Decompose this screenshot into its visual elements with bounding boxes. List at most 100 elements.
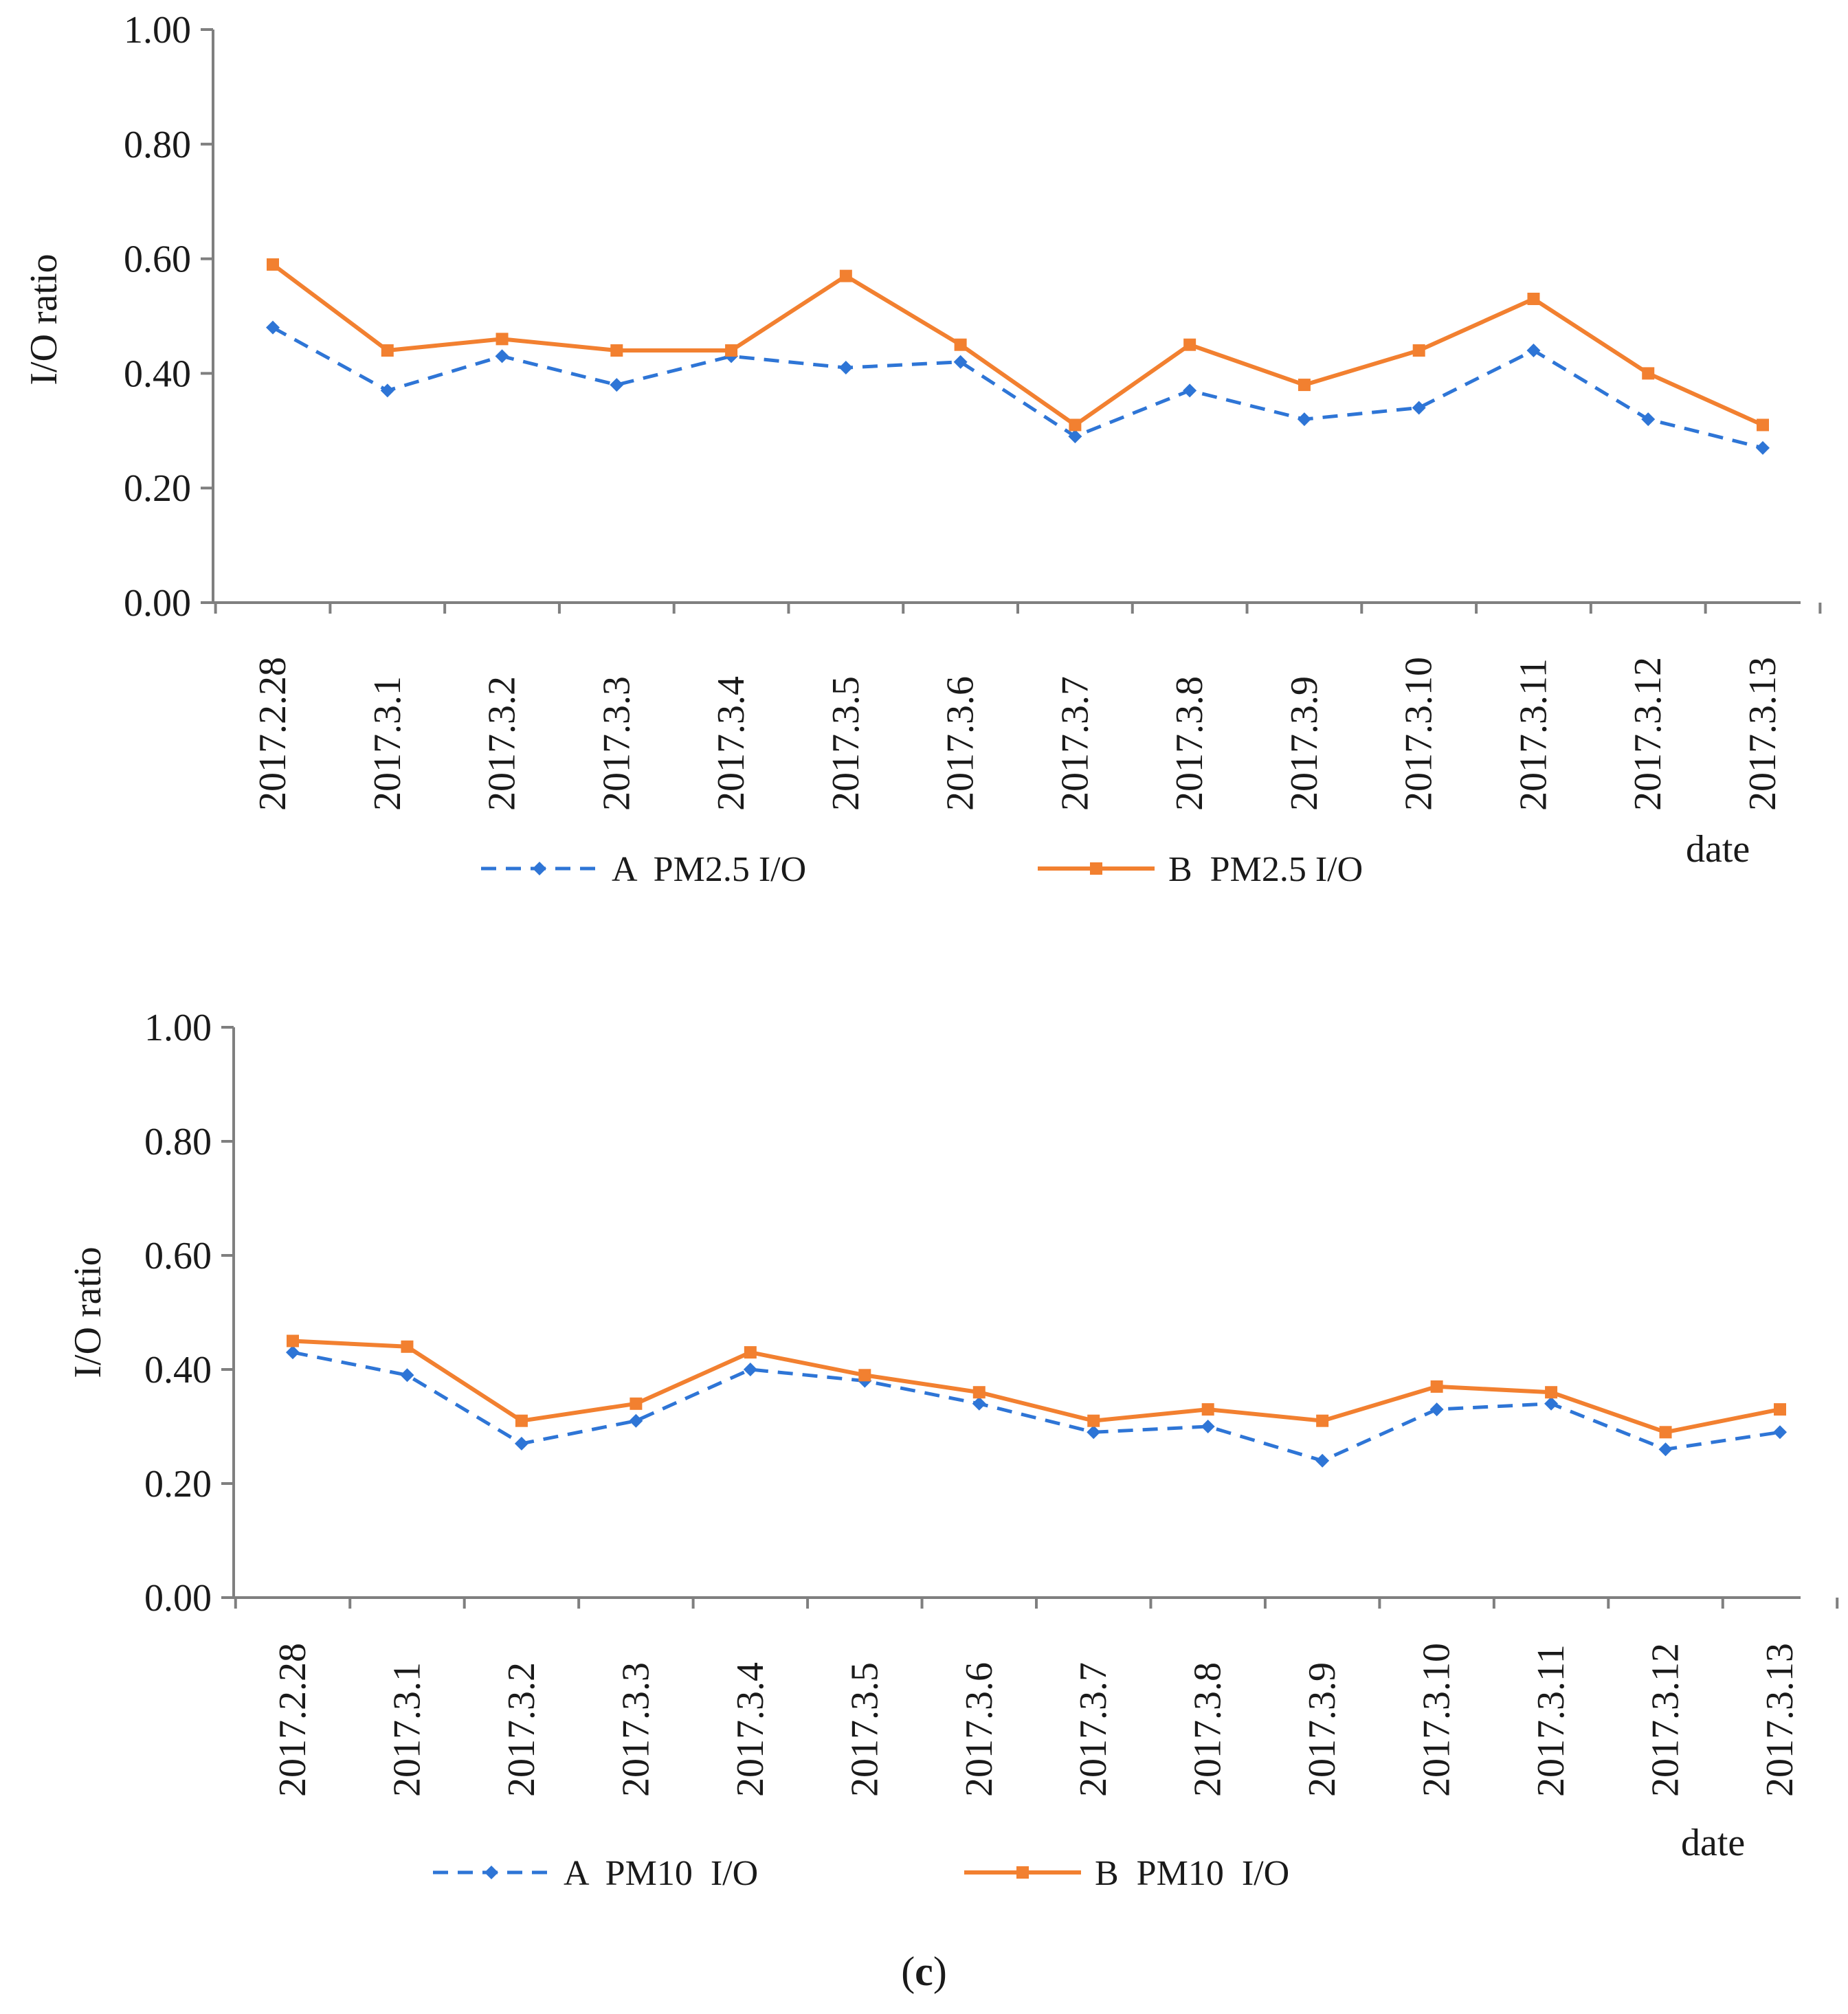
chart1-y-tick-label: 0.00 [124, 582, 191, 625]
chart1-series-a-point [610, 378, 624, 392]
chart1-x-tick-label: 2017.3.10 [1398, 657, 1440, 811]
chart1-series-b-point [610, 344, 623, 357]
chart1-series-b-point [267, 258, 279, 271]
chart2-series-b-point [1316, 1414, 1329, 1427]
chart1-series-a-point [1641, 412, 1656, 427]
chart2-series-a-point [1087, 1425, 1101, 1440]
chart1-series-a-point [838, 361, 853, 375]
chart2-y-tick-label: 0.80 [144, 1121, 212, 1163]
chart1-series-a-line [271, 326, 1763, 450]
chart2-x-tick-label: 2017.3.9 [1301, 1662, 1344, 1797]
chart1-series-b-point [1298, 379, 1311, 392]
chart2-x-tick-label: 2017.3.4 [729, 1662, 772, 1797]
chart2-x-tick-label: 2017.3.2 [500, 1662, 543, 1797]
chart2-y-tick-label: 0.00 [144, 1577, 212, 1620]
chart1-x-axis-title: date [1686, 828, 1750, 871]
chart1-series-b-point [839, 269, 852, 282]
chart2-series-b-point [1774, 1403, 1786, 1416]
chart1-x-tick-label: 2017.3.5 [825, 676, 867, 811]
caption-letter: c [915, 1949, 933, 1994]
chart2-series-b-point [515, 1414, 528, 1427]
chart2-series-b-point [858, 1369, 871, 1382]
chart2-x-tick-label: 2017.3.5 [843, 1662, 886, 1797]
chart2-y-tick-label: 0.20 [144, 1463, 212, 1506]
chart1-x-tick-label: 2017.3.2 [481, 676, 524, 811]
chart2-legend-label-a: A PM10 I/O [564, 1854, 758, 1893]
chart2-series-b-point [287, 1334, 299, 1347]
chart2-series-b-point [744, 1346, 757, 1359]
chart1-legend-label-b: B PM2.5 I/O [1168, 850, 1363, 889]
chart1-x-tick-label: 2017.3.11 [1512, 658, 1555, 811]
chart2-y-tick-label: 0.40 [144, 1349, 212, 1391]
chart2-x-tick-label: 2017.3.12 [1645, 1643, 1687, 1797]
chart2-series-b-point [401, 1340, 414, 1353]
chart2-series-a-point [286, 1345, 300, 1360]
chart1-series-b-point [1069, 418, 1082, 432]
chart1-series-b-point [1527, 292, 1540, 305]
chart1-x-tick-label: 2017.3.6 [939, 676, 982, 811]
chart1-legend-marker-a [533, 862, 546, 875]
chart1-series-b-point [496, 333, 509, 346]
chart1-y-axis-title: I/O ratio [23, 254, 65, 385]
chart2-x-tick-label: 2017.3.3 [614, 1662, 657, 1797]
chart2-series-b-point [1659, 1426, 1672, 1439]
chart1-x-tick-label: 2017.3.13 [1741, 657, 1784, 811]
chart1-series-b-point [381, 344, 394, 357]
chart1-y-tick-label: 1.00 [124, 9, 191, 52]
chart2-series-a-point [629, 1413, 643, 1428]
chart2-x-tick-label: 2017.3.11 [1530, 1644, 1572, 1797]
chart2-series-a-point [1658, 1442, 1673, 1457]
chart2-y-tick-label: 1.00 [144, 1007, 212, 1049]
chart1-legend-label-a: A PM2.5 I/O [612, 850, 806, 889]
chart1-series-b-point [1412, 344, 1425, 357]
chart1-x-tick-label: 2017.3.8 [1168, 676, 1211, 811]
chart1-series-a-point [1526, 344, 1541, 358]
chart1-series-a-point [266, 320, 280, 335]
chart1-x-tick-label: 2017.3.1 [366, 676, 409, 811]
chart1-x-tick-label: 2017.2.28 [252, 657, 294, 811]
chart2-series-b-point [1545, 1386, 1558, 1399]
chart1-series-a-point [1183, 383, 1197, 398]
chart2-series-b-point [1087, 1414, 1100, 1427]
chart1-series-b-point [1757, 418, 1769, 432]
chart1-y-tick-label: 0.60 [124, 238, 191, 281]
chart1-series-b-point [1642, 367, 1655, 380]
chart1-series-b-line [271, 262, 1764, 427]
chart2-y-tick-label: 0.60 [144, 1235, 212, 1277]
chart1-series-b-point [954, 338, 967, 351]
chart2-series-a-point [1429, 1402, 1444, 1417]
chart2-series-b-point [630, 1397, 643, 1410]
chart2-series-a-point [400, 1368, 414, 1383]
chart2-series-a-point [743, 1363, 757, 1376]
chart2-series-b-point [972, 1386, 986, 1399]
chart2-series-a-point [514, 1436, 528, 1451]
chart1-series-a-point [1297, 412, 1311, 427]
chart2-x-tick-label: 2017.3.6 [958, 1662, 1001, 1797]
chart2-x-tick-label: 2017.3.7 [1072, 1662, 1115, 1797]
chart1-x-tick-label: 2017.3.9 [1283, 676, 1326, 811]
chart2-legend-marker-b [1016, 1866, 1029, 1879]
chart2-series-a-point [1544, 1396, 1559, 1411]
chart1-series-a-point [1756, 440, 1770, 455]
chart2-series-a-point [1773, 1425, 1787, 1440]
figure-caption: (c) [901, 1949, 947, 1994]
chart1-series-a-point [380, 383, 394, 398]
chart2-series-a-point [972, 1396, 986, 1411]
chart1-legend-marker-b [1090, 862, 1102, 875]
chart2-series-a-line [292, 1350, 1781, 1463]
chart2-x-tick-label: 2017.3.1 [386, 1662, 428, 1797]
chart2-series-a-point [1315, 1453, 1330, 1468]
chart2-series-b-point [1201, 1403, 1214, 1416]
chart2-x-tick-label: 2017.3.10 [1416, 1643, 1458, 1797]
chart1-series-b-point [725, 344, 738, 357]
chart2-series-b-point [1430, 1380, 1443, 1393]
chart2-x-tick-label: 2017.2.28 [271, 1643, 314, 1797]
chart1-x-tick-label: 2017.3.7 [1054, 676, 1096, 811]
chart2-x-tick-label: 2017.3.8 [1187, 1662, 1229, 1797]
chart1-x-tick-label: 2017.3.3 [595, 676, 638, 811]
chart1-y-tick-label: 0.80 [124, 124, 191, 166]
chart2-series-b-line [292, 1339, 1781, 1435]
chart2-x-tick-label: 2017.3.13 [1759, 1643, 1801, 1797]
chart1-series-a-point [1412, 401, 1426, 415]
chart2-series-a-point [1201, 1420, 1215, 1433]
